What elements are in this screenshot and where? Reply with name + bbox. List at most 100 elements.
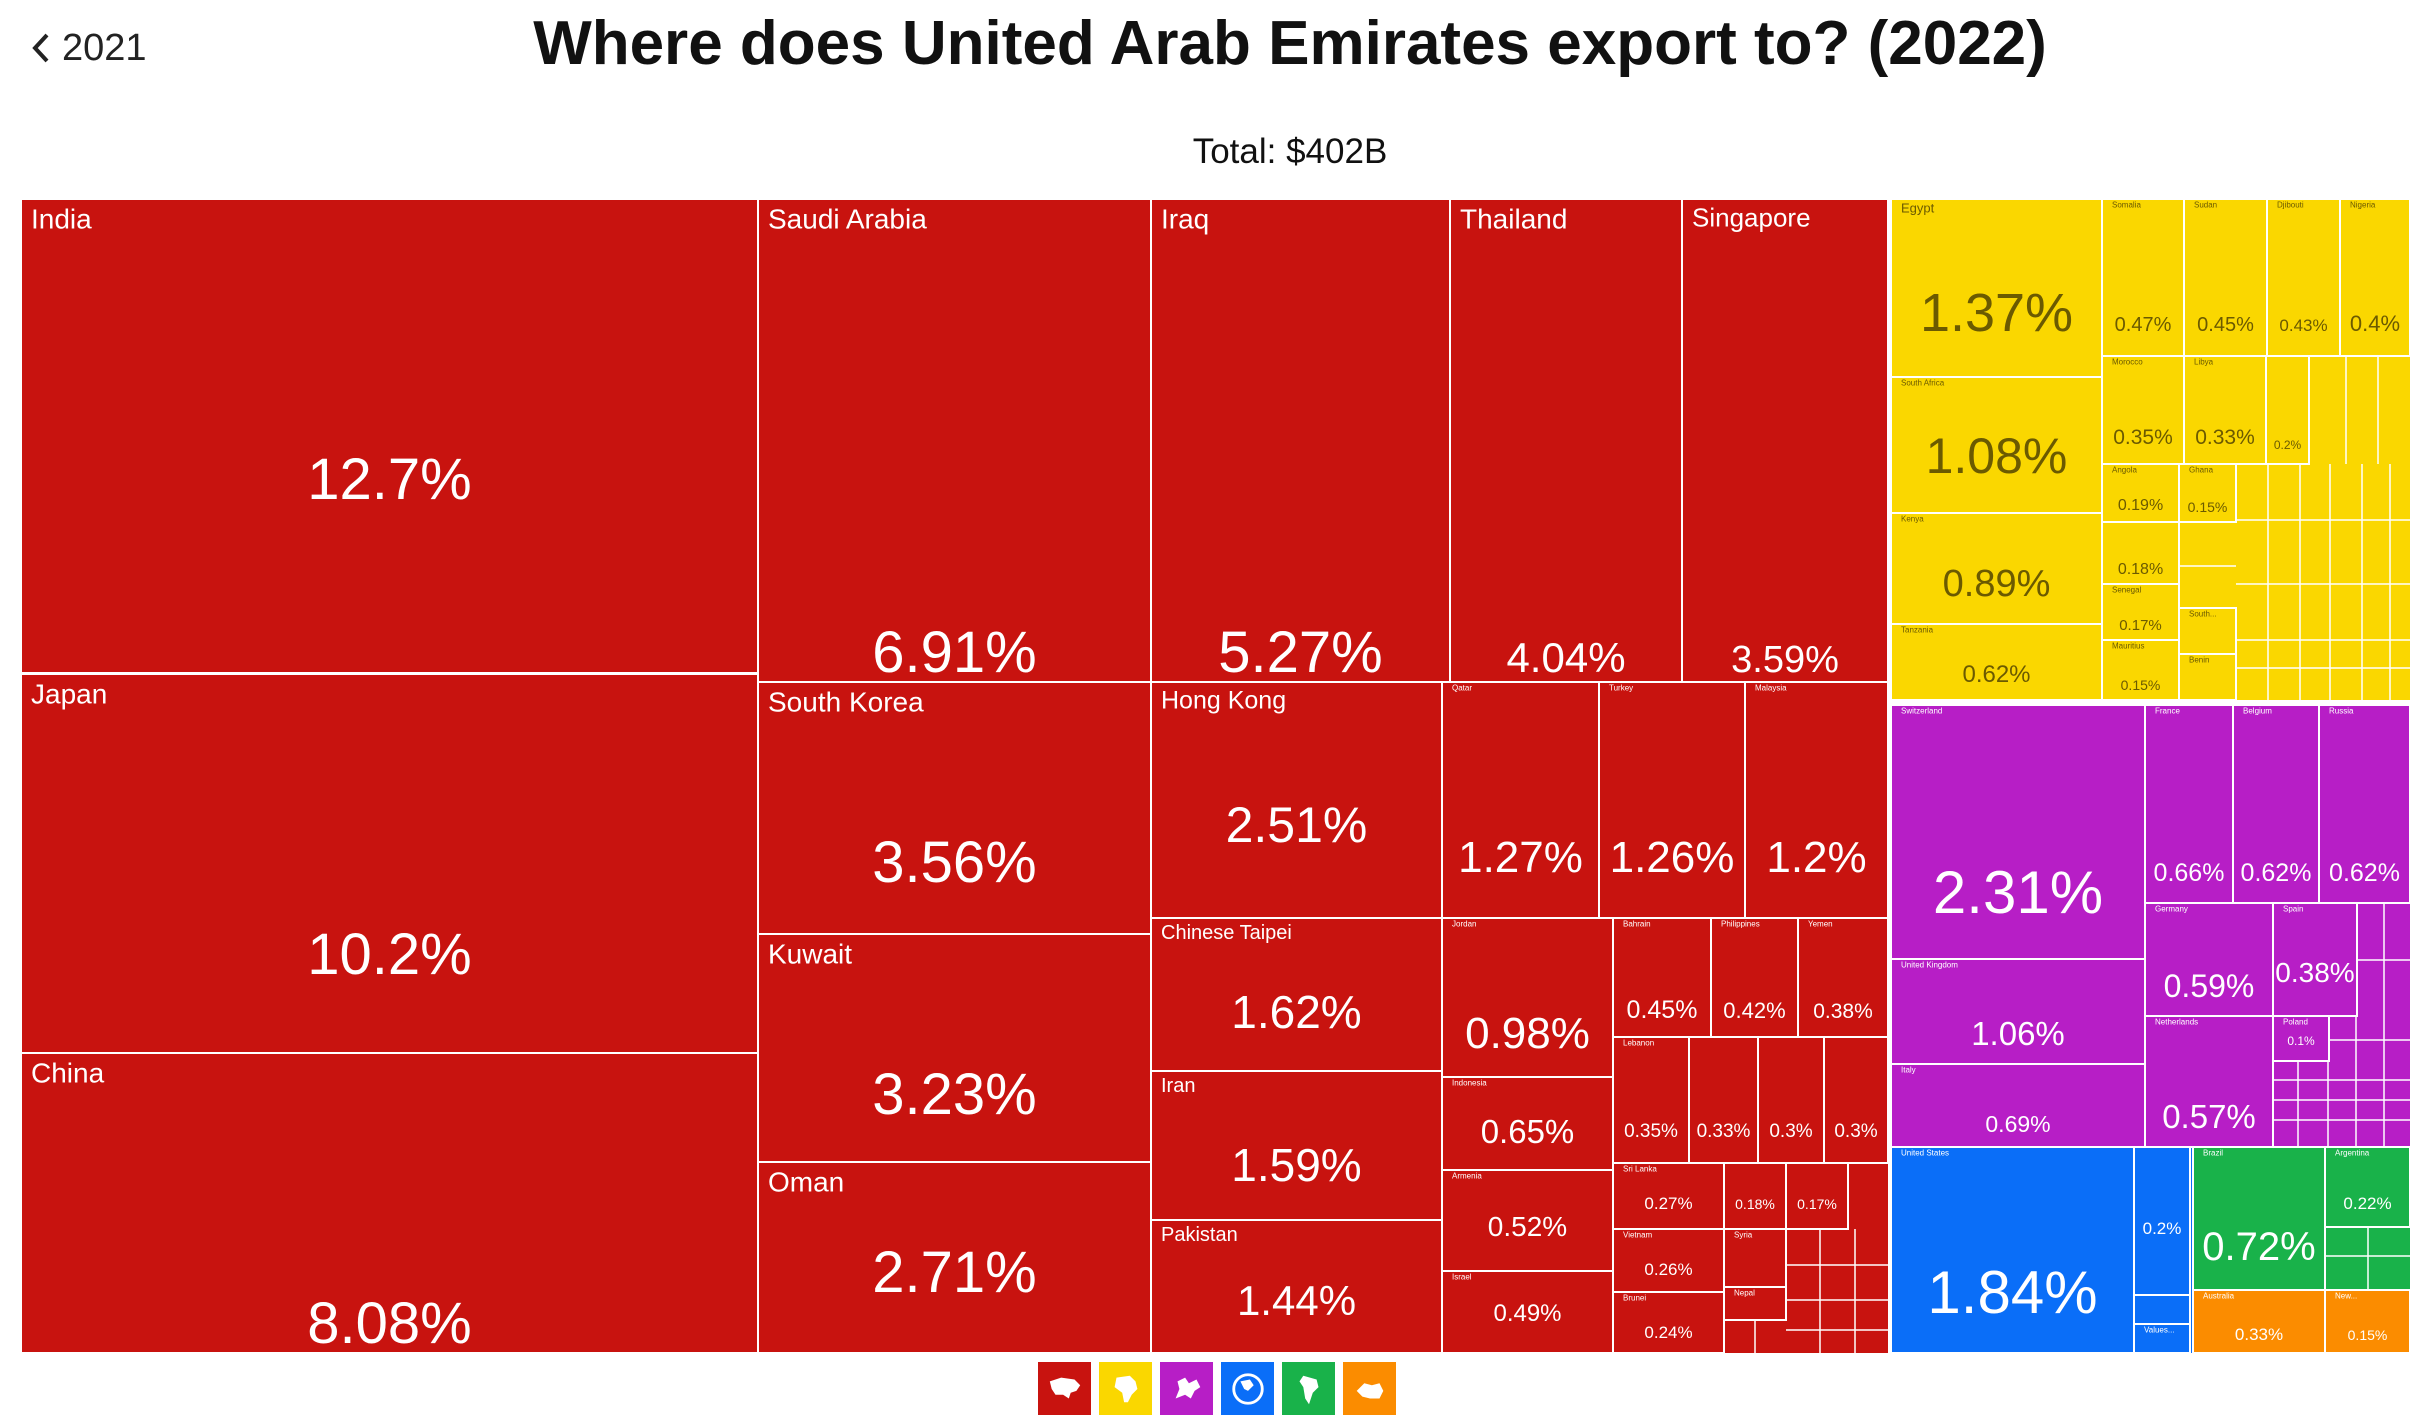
tile-rect (1150, 198, 1451, 683)
tile-rect (2324, 1146, 2411, 1228)
tile-name-label: New... (2335, 1291, 2357, 1300)
treemap-tile-switzerland[interactable]: Switzerland 2.31% (1890, 704, 2146, 960)
tile-share-label: 1.26% (1610, 833, 1735, 882)
treemap-tile-japan[interactable]: Japan 10.2% (20, 673, 759, 1054)
treemap-tile-poland[interactable]: Poland 0.1% (2272, 1015, 2330, 1062)
legend-north-america[interactable] (1221, 1362, 1274, 1415)
treemap-tile-sri-lanka[interactable]: Sri Lanka 0.27% (1612, 1162, 1725, 1230)
treemap-tile[interactable]: 0.17% (1785, 1162, 1849, 1230)
treemap-tile-benin[interactable]: Benin (2178, 653, 2237, 701)
tile-rect (20, 198, 759, 674)
treemap-tile-india[interactable]: India 12.7% (20, 198, 759, 674)
treemap-tile-pakistan[interactable]: Pakistan 1.44% (1150, 1219, 1443, 1354)
treemap-tile-kenya[interactable]: Kenya 0.89% (1890, 512, 2103, 625)
treemap-tile-singapore[interactable]: Singapore 3.59% (1681, 198, 1889, 683)
treemap-tile-saudi-arabia[interactable]: Saudi Arabia 6.91% (757, 198, 1152, 685)
treemap-tile-argentina[interactable]: Argentina 0.22% (2324, 1146, 2411, 1228)
treemap-tile-new[interactable]: New... 0.15% (2324, 1289, 2411, 1354)
treemap-tile-jordan[interactable]: Jordan 0.98% (1441, 917, 1614, 1078)
europe-map-icon (1175, 1377, 1200, 1398)
tile-rect (1890, 623, 2103, 701)
tile-share-label: 0.15% (2188, 499, 2228, 515)
treemap-tile-united-kingdom[interactable]: United Kingdom 1.06% (1890, 958, 2146, 1065)
tile-share-label: 1.37% (1920, 283, 2073, 343)
treemap-tile-qatar[interactable]: Qatar 1.27% (1441, 681, 1600, 919)
tile-rect (2101, 521, 2180, 585)
legend-south-america[interactable] (1282, 1362, 1335, 1415)
treemap-tile-iran[interactable]: Iran 1.59% (1150, 1070, 1443, 1221)
legend-africa[interactable] (1099, 1362, 1152, 1415)
treemap-tile-germany[interactable]: Germany 0.59% (2144, 902, 2274, 1017)
treemap-tile[interactable]: 0.18% (1723, 1162, 1787, 1230)
legend-oceania[interactable] (1343, 1362, 1396, 1415)
treemap-tile-italy[interactable]: Italy 0.69% (1890, 1063, 2146, 1148)
treemap-tile-thailand[interactable]: Thailand 4.04% (1449, 198, 1683, 683)
treemap-tile-kuwait[interactable]: Kuwait 3.23% (757, 933, 1152, 1163)
treemap-tile-sudan[interactable]: Sudan 0.45% (2183, 198, 2268, 357)
tile-rect (1612, 1162, 1725, 1230)
treemap-tile-djibouti[interactable]: Djibouti 0.43% (2266, 198, 2341, 357)
treemap-tile-brazil[interactable]: Brazil 0.72% (2192, 1146, 2326, 1291)
treemap-tile-angola[interactable]: Angola 0.19% (2101, 463, 2180, 523)
treemap-tile[interactable]: 0.3% (1823, 1036, 1889, 1164)
tile-rect (2133, 1146, 2191, 1296)
treemap-tile-ghana[interactable]: Ghana 0.15% (2178, 463, 2237, 523)
treemap-tile-netherlands[interactable]: Netherlands 0.57% (2144, 1015, 2274, 1148)
back-to-2021-link[interactable]: 2021 (30, 20, 147, 76)
treemap-tile-south[interactable]: South... (2178, 607, 2237, 655)
treemap-tile-senegal[interactable]: Senegal 0.17% (2101, 583, 2180, 641)
treemap-tile-united-states[interactable]: United States 1.84% (1890, 1146, 2135, 1354)
treemap-tile-values[interactable]: Values... (2133, 1323, 2191, 1354)
treemap-tile-somalia[interactable]: Somalia 0.47% (2101, 198, 2185, 357)
treemap-tile-malaysia[interactable]: Malaysia 1.2% (1744, 681, 1889, 919)
treemap-tile-hong-kong[interactable]: Hong Kong 2.51% (1150, 681, 1443, 919)
treemap-tile-south-africa[interactable]: South Africa 1.08% (1890, 376, 2103, 514)
treemap-tile-libya[interactable]: Libya 0.33% (2183, 355, 2267, 465)
treemap-tile-iraq[interactable]: Iraq 5.27% (1150, 198, 1451, 685)
treemap-tile-egypt[interactable]: Egypt 1.37% (1890, 198, 2103, 378)
treemap-tile-bahrain[interactable]: Bahrain 0.45% (1612, 917, 1712, 1038)
treemap-tile-tanzania[interactable]: Tanzania 0.62% (1890, 623, 2103, 701)
treemap-tile-belgium[interactable]: Belgium 0.62% (2232, 704, 2320, 904)
treemap-tile-oman[interactable]: Oman 2.71% (757, 1161, 1152, 1354)
treemap-tile-israel[interactable]: Israel 0.49% (1441, 1270, 1614, 1354)
tile-rect (757, 198, 1152, 683)
legend-europe[interactable] (1160, 1362, 1213, 1415)
treemap-tile-china[interactable]: China 8.08% (20, 1052, 759, 1356)
treemap-tile-yemen[interactable]: Yemen 0.38% (1797, 917, 1889, 1038)
legend-asia[interactable] (1038, 1362, 1091, 1415)
treemap-tile-south-korea[interactable]: South Korea 3.56% (757, 681, 1152, 935)
tile-share-label: 1.62% (1231, 986, 1361, 1038)
treemap-tile-australia[interactable]: Australia 0.33% (2192, 1289, 2326, 1354)
treemap-tile-indonesia[interactable]: Indonesia 0.65% (1441, 1076, 1614, 1171)
treemap-tile-armenia[interactable]: Armenia 0.52% (1441, 1169, 1614, 1272)
treemap-tile[interactable]: 0.33% (1688, 1036, 1759, 1164)
treemap-tile-morocco[interactable]: Morocco 0.35% (2101, 355, 2185, 465)
treemap-tile[interactable]: 0.2% (2265, 355, 2310, 465)
treemap-tile-russia[interactable]: Russia 0.62% (2318, 704, 2411, 904)
tile-name-label: Syria (1734, 1230, 1753, 1239)
treemap-tile-vietnam[interactable]: Vietnam 0.26% (1612, 1228, 1725, 1293)
treemap-tile[interactable]: 0.2% (2133, 1146, 2191, 1296)
treemap-tile-turkey[interactable]: Turkey 1.26% (1598, 681, 1746, 919)
tile-name-label: Lebanon (1623, 1038, 1654, 1047)
treemap-tile-spain[interactable]: Spain 0.38% (2272, 902, 2358, 1017)
tile-name-label: Brunei (1623, 1293, 1646, 1302)
treemap-tile-chinese-taipei[interactable]: Chinese Taipei 1.62% (1150, 917, 1443, 1072)
treemap-tile-brunei[interactable]: Brunei 0.24% (1612, 1291, 1725, 1354)
treemap-tile-lebanon[interactable]: Lebanon 0.35% (1612, 1036, 1690, 1164)
treemap-tile-nepal[interactable]: Nepal (1723, 1286, 1787, 1321)
tile-name-label: Angola (2112, 465, 2137, 474)
treemap-tile[interactable]: 0.3% (1757, 1036, 1825, 1164)
treemap-tile-nigeria[interactable]: Nigeria 0.4% (2339, 198, 2411, 357)
treemap-tile-france[interactable]: France 0.66% (2144, 704, 2234, 904)
north-america-map-icon (1231, 1372, 1264, 1405)
tile-rect (2318, 704, 2411, 904)
treemap-tile-philippines[interactable]: Philippines 0.42% (1710, 917, 1799, 1038)
treemap-tile-mauritius[interactable]: Mauritius 0.15% (2101, 639, 2180, 701)
treemap-tile-syria[interactable]: Syria (1723, 1228, 1787, 1288)
treemap-tile[interactable] (2133, 1294, 2191, 1325)
tile-rect (1150, 1219, 1443, 1354)
treemap-tile[interactable]: 0.18% (2101, 521, 2180, 585)
